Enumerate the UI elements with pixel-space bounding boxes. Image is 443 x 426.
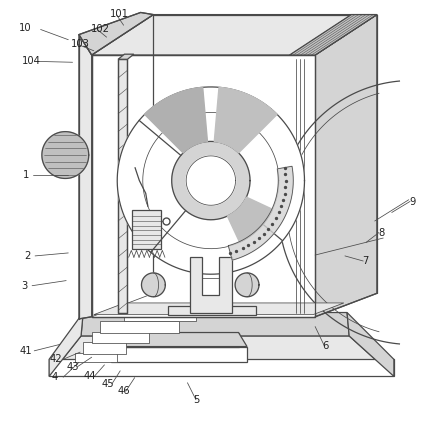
Text: 101: 101 [110, 9, 129, 19]
Polygon shape [79, 14, 153, 56]
Polygon shape [124, 316, 196, 321]
Text: 6: 6 [323, 340, 329, 351]
Polygon shape [118, 60, 128, 313]
Text: 44: 44 [83, 370, 96, 380]
Polygon shape [94, 303, 344, 315]
Text: 9: 9 [409, 196, 416, 206]
Polygon shape [214, 88, 277, 153]
Text: 102: 102 [91, 24, 110, 34]
Polygon shape [315, 16, 377, 317]
Text: 103: 103 [71, 39, 89, 49]
Polygon shape [42, 132, 89, 179]
Polygon shape [227, 198, 272, 243]
Polygon shape [141, 273, 165, 297]
Text: 8: 8 [378, 227, 384, 237]
Polygon shape [79, 35, 92, 319]
Text: 4: 4 [51, 371, 58, 381]
Polygon shape [172, 142, 250, 220]
Polygon shape [132, 211, 161, 249]
Text: 7: 7 [362, 256, 369, 265]
Text: 1: 1 [23, 170, 29, 180]
Text: 46: 46 [117, 386, 130, 395]
Polygon shape [347, 313, 394, 377]
Polygon shape [290, 16, 377, 56]
Text: 45: 45 [101, 378, 114, 388]
Polygon shape [117, 88, 304, 275]
Text: 43: 43 [66, 361, 79, 371]
Polygon shape [49, 360, 394, 377]
Polygon shape [49, 336, 394, 377]
Polygon shape [100, 321, 179, 333]
Polygon shape [81, 313, 349, 336]
Polygon shape [111, 347, 247, 363]
Polygon shape [92, 332, 149, 343]
Polygon shape [49, 313, 83, 377]
Text: 3: 3 [22, 280, 28, 290]
Text: 5: 5 [193, 394, 199, 404]
Text: 42: 42 [49, 353, 62, 363]
Polygon shape [111, 333, 247, 347]
Polygon shape [228, 167, 293, 261]
Polygon shape [235, 273, 259, 297]
Polygon shape [118, 55, 134, 60]
Polygon shape [83, 343, 126, 354]
Polygon shape [145, 88, 207, 153]
Polygon shape [119, 333, 238, 347]
Text: 2: 2 [25, 250, 31, 260]
Polygon shape [190, 258, 232, 313]
Polygon shape [75, 353, 117, 363]
Text: 10: 10 [19, 23, 31, 33]
Text: 104: 104 [21, 56, 40, 66]
Polygon shape [186, 156, 236, 206]
Polygon shape [92, 56, 315, 317]
Polygon shape [168, 306, 256, 315]
Text: 41: 41 [19, 345, 32, 355]
Polygon shape [92, 16, 377, 56]
